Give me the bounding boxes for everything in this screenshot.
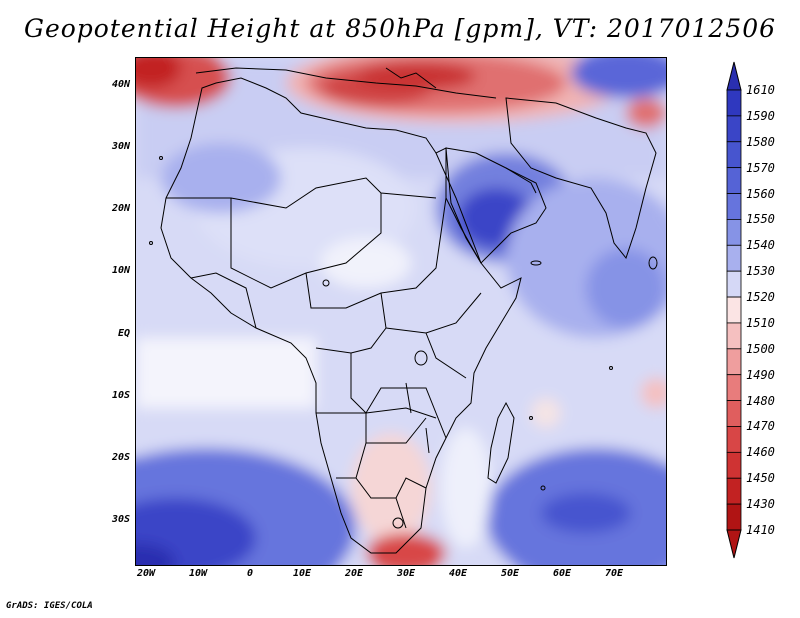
lon-label-30e: 30E — [396, 568, 416, 579]
lon-label-10w: 10W — [188, 568, 208, 579]
lon-label-60e: 60E — [552, 568, 572, 579]
legend-swatch — [726, 89, 742, 117]
lon-label-0: 0 — [246, 568, 254, 579]
lat-label-20n: 20N — [111, 203, 130, 214]
legend-swatch — [726, 503, 742, 531]
legend-label: 1430 — [746, 497, 775, 512]
lat-label-10s: 10S — [111, 390, 130, 401]
grads-credit: GrADS: IGES/COLA — [6, 601, 93, 611]
legend-swatch — [726, 270, 742, 298]
legend-label: 1540 — [746, 238, 775, 253]
lon-label-20e: 20E — [344, 568, 364, 579]
lat-label-30n: 30N — [111, 141, 130, 152]
legend-label: 1550 — [746, 212, 775, 227]
legend-swatch — [726, 477, 742, 505]
legend-label: 1410 — [746, 523, 775, 537]
legend-swatch — [726, 374, 742, 401]
legend-swatch — [726, 193, 742, 220]
height-field — [136, 58, 666, 565]
legend-label: 1460 — [746, 445, 775, 460]
legend-swatch — [726, 244, 742, 272]
legend-top-arrow — [726, 61, 742, 91]
lon-label-50e: 50E — [500, 568, 520, 579]
lat-label-eq: EQ — [117, 328, 130, 339]
lat-label-20s: 20S — [111, 452, 130, 463]
legend-swatch — [726, 451, 742, 479]
lon-label-20w: 20W — [136, 568, 156, 579]
legend-label: 1530 — [746, 264, 775, 279]
legend-swatch — [726, 348, 742, 376]
map-svg — [136, 58, 666, 565]
legend-label: 1570 — [746, 160, 775, 175]
coastlines — [149, 67, 658, 554]
legend-label: 1560 — [746, 186, 775, 201]
legend-swatch — [726, 167, 742, 194]
legend-bar — [726, 61, 742, 559]
legend-label: 1610 — [746, 83, 775, 97]
legend-label: 1520 — [746, 290, 775, 305]
legend-label: 1480 — [746, 393, 775, 408]
legend-swatch — [726, 219, 742, 246]
lon-label-70e: 70E — [604, 568, 624, 579]
lat-label-30s: 30S — [111, 514, 130, 525]
lat-label-40n: 40N — [111, 79, 130, 90]
lon-label-40e: 40E — [448, 568, 468, 579]
legend-label: 1450 — [746, 471, 775, 486]
color-legend: 1610 1590 1580 1570 1560 1550 1540 1530 1520 1510… — [722, 60, 800, 560]
legend-label: 1500 — [746, 341, 775, 356]
map-panel[interactable] — [135, 57, 667, 566]
plot-title: Geopotential Height at 850hPa [gpm], VT:… — [23, 14, 777, 43]
legend-label: 1490 — [746, 367, 775, 382]
legend-swatch — [726, 115, 742, 143]
legend-swatch — [726, 322, 742, 350]
legend-swatch — [726, 426, 742, 453]
lon-label-10e: 10E — [292, 568, 312, 579]
legend-swatch — [726, 141, 742, 169]
legend-bottom-arrow — [726, 529, 742, 559]
legend-label: 1510 — [746, 315, 775, 330]
legend-label: 1470 — [746, 419, 775, 434]
legend-label: 1590 — [746, 108, 775, 123]
lat-label-10n: 10N — [111, 265, 130, 276]
legend-swatch — [726, 400, 742, 427]
legend-label: 1580 — [746, 134, 775, 149]
legend-swatch — [726, 296, 742, 324]
